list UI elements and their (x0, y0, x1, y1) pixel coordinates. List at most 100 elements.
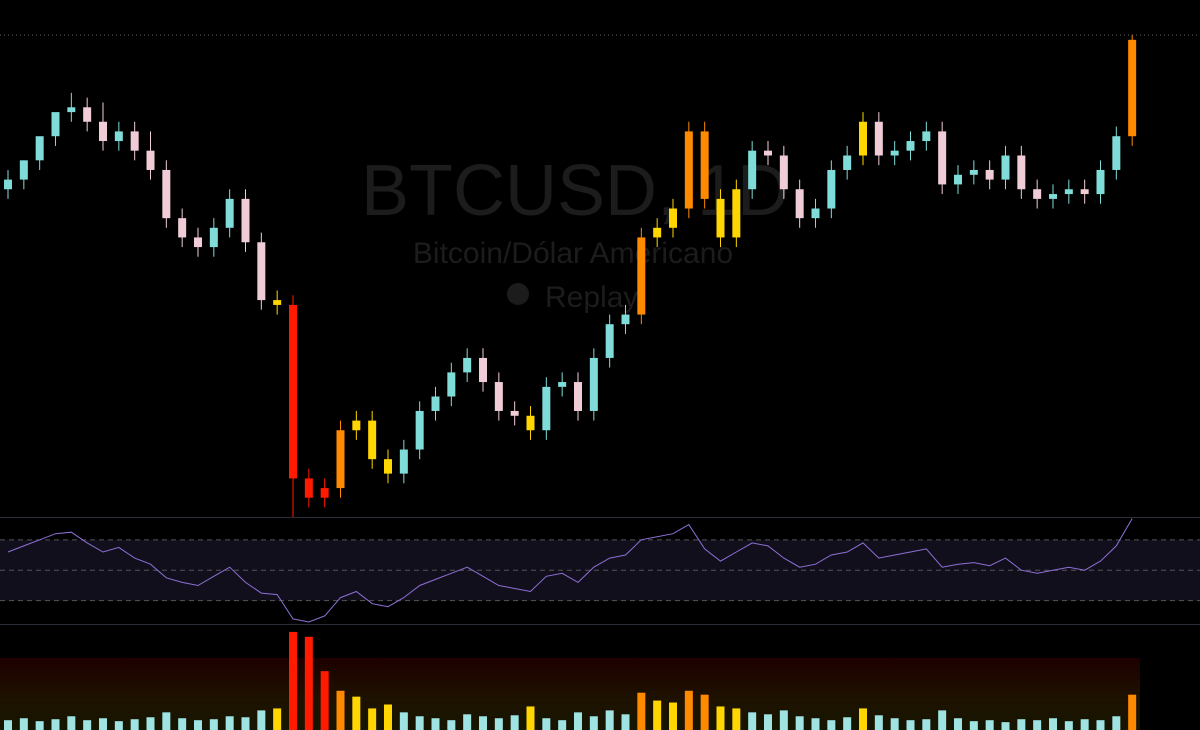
volume-bar (843, 717, 852, 730)
volume-bar (1049, 718, 1057, 730)
volume-bar (225, 716, 234, 730)
candle-body (1080, 189, 1089, 195)
candle-body (447, 372, 456, 397)
volume-bar (653, 700, 662, 730)
volume-bar (1064, 721, 1073, 730)
candle-body (589, 357, 598, 411)
candle-body (336, 430, 345, 489)
candle-body (368, 420, 377, 460)
volume-bar (415, 716, 424, 730)
watermark-symbol: BTCUSD, 1D (361, 151, 789, 231)
volume-bar (352, 696, 361, 730)
volume-bar (51, 719, 60, 730)
candle-body (209, 227, 218, 248)
volume-bar (384, 704, 392, 730)
candle-body (700, 131, 709, 199)
candle-body (431, 396, 440, 411)
volume-bar (336, 690, 345, 730)
candle-body (273, 300, 282, 305)
volume-bar (906, 720, 915, 730)
volume-bar (669, 702, 677, 730)
volume-bar (368, 708, 377, 730)
candle-body (684, 131, 693, 209)
volume-bar (637, 692, 646, 730)
volume-bar (542, 718, 551, 730)
candle-body (510, 410, 519, 416)
volume-bar (874, 715, 883, 730)
volume-bar (779, 710, 788, 730)
candle-body (1112, 136, 1121, 170)
candle-body (574, 382, 582, 411)
candle-body (526, 415, 535, 431)
volume-bar (447, 720, 456, 730)
volume-bar (1112, 716, 1121, 730)
candle-body (859, 121, 867, 156)
volume-bar (209, 719, 218, 730)
candle-body (732, 189, 741, 238)
volume-bar (494, 718, 503, 730)
candle-body (954, 174, 962, 185)
candle-body (843, 155, 852, 170)
candle-body (304, 478, 313, 498)
candle-body (494, 382, 503, 411)
candle-body (225, 198, 234, 228)
candle-body (1096, 169, 1105, 195)
volume-bar (716, 706, 725, 730)
volume-bar (700, 694, 709, 730)
candle-body (811, 208, 820, 219)
volume-bar (1001, 722, 1010, 730)
volume-bar (795, 716, 804, 730)
candle-body (352, 420, 361, 431)
candle-body (1049, 194, 1057, 199)
volume-bar (146, 717, 155, 730)
volume-bar (922, 719, 931, 730)
volume-bar (257, 710, 266, 730)
volume-bar (320, 671, 329, 730)
candle-body (890, 150, 899, 156)
candle-body (146, 150, 155, 170)
rsi-line (7, 518, 1133, 623)
candle-body (558, 382, 567, 387)
volume-bar (1017, 719, 1026, 730)
volume-bar (732, 708, 741, 730)
volume-pane (4, 631, 1137, 730)
candle-body (922, 131, 931, 142)
candle-body (257, 242, 266, 301)
candle-body (384, 459, 392, 474)
volume-bar (304, 636, 313, 730)
volume-bar (621, 714, 630, 730)
candle-body (542, 386, 551, 431)
volume-bar (526, 706, 535, 730)
candle-body (320, 488, 329, 498)
candle-body (1128, 39, 1137, 137)
candle-body (99, 121, 107, 142)
volume-bar (811, 718, 820, 730)
volume-bar (178, 718, 187, 730)
volume-bar (589, 716, 598, 730)
volume-bar (83, 720, 92, 730)
candle-body (415, 410, 424, 450)
candle-body (67, 107, 76, 113)
volume-band (0, 658, 1140, 730)
candle-body (130, 131, 139, 151)
candle-body (463, 357, 472, 373)
candle-body (194, 237, 202, 248)
volume-bar (1080, 719, 1089, 730)
volume-bar (289, 631, 297, 730)
volume-bar (574, 712, 582, 730)
candle-body (653, 227, 662, 238)
volume-bar (431, 718, 440, 730)
candle-body (83, 107, 92, 122)
candle-body (874, 121, 883, 156)
candle-body (4, 179, 12, 190)
candle-body (1064, 189, 1073, 195)
volume-bar (479, 716, 487, 730)
candle-body (637, 237, 646, 315)
candle-body (605, 324, 614, 358)
volume-bar (969, 721, 978, 730)
candle-body (479, 357, 487, 383)
volume-bar (273, 708, 282, 730)
